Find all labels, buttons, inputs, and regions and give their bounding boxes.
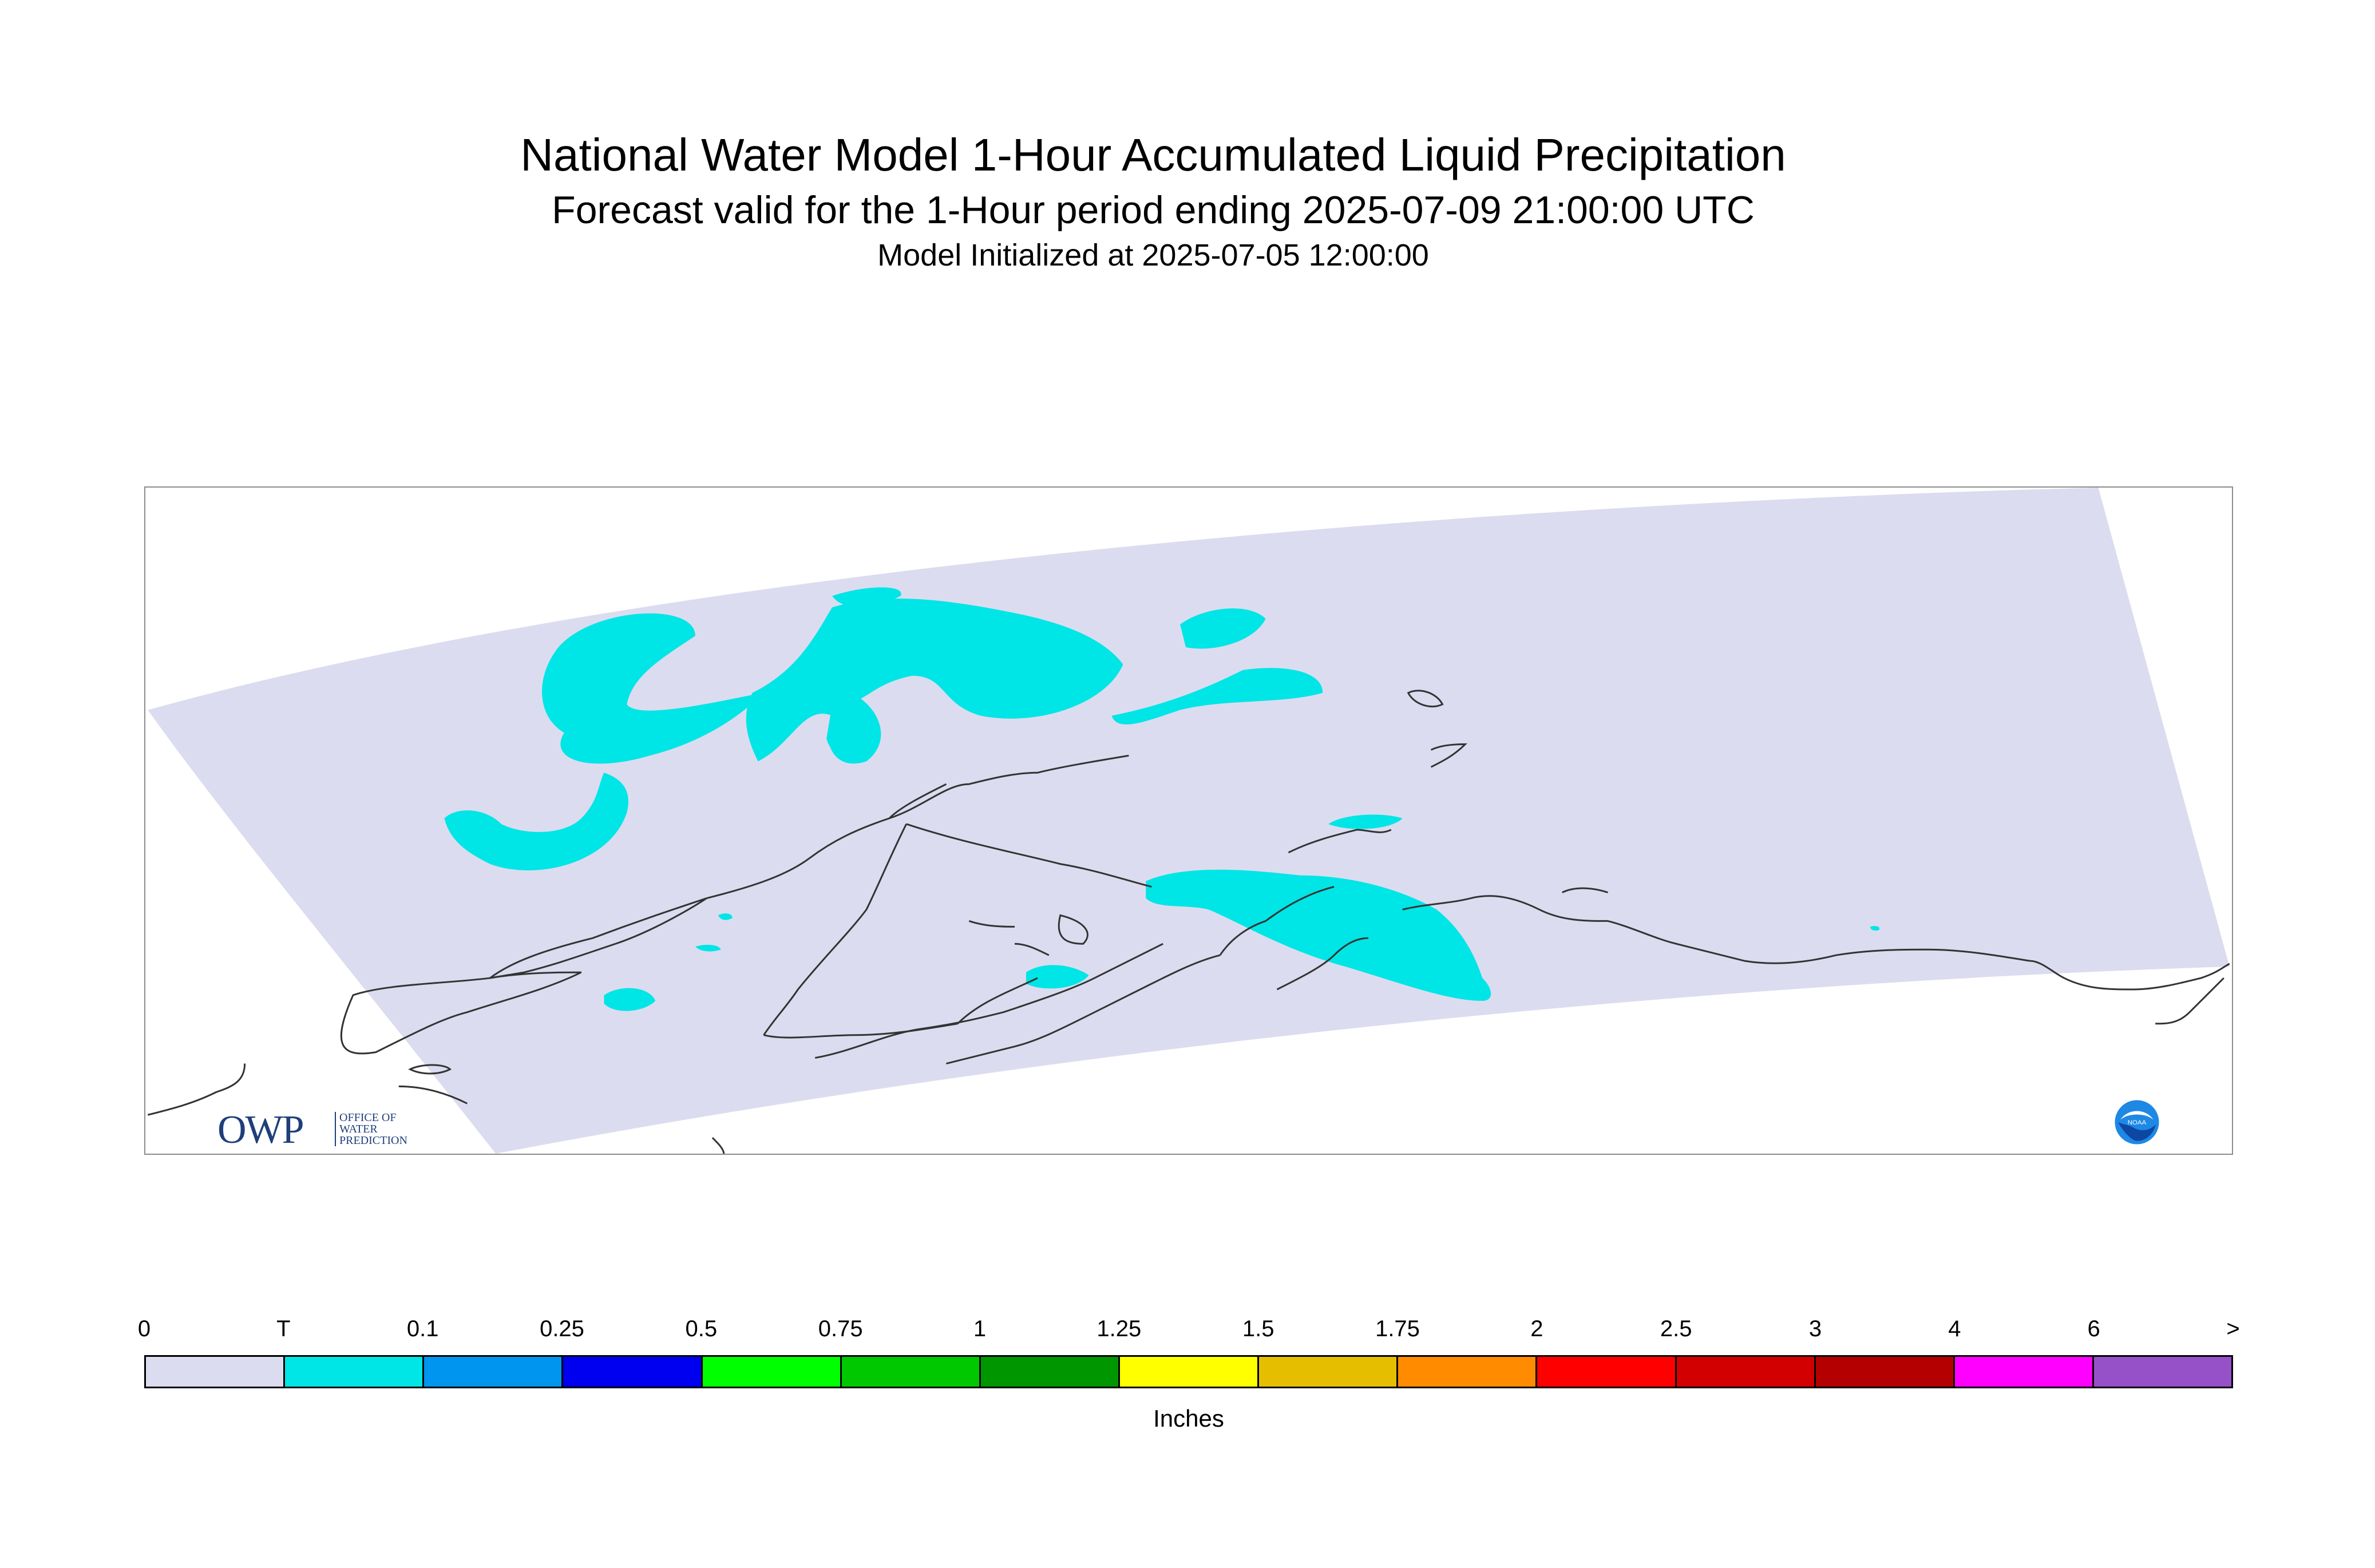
legend-color-swatch [980, 1357, 1120, 1387]
noaa-logo-text: NOAA [2128, 1119, 2147, 1126]
legend-color-swatch [285, 1357, 425, 1387]
legend-color-swatch [1259, 1357, 1399, 1387]
legend-tick-label: 2 [1530, 1316, 1543, 1341]
legend-color-swatch [1398, 1357, 1538, 1387]
legend-tick-label: 3 [1808, 1316, 1822, 1341]
legend-tick-label: 1.25 [1097, 1316, 1142, 1341]
legend-tick-label: 0.75 [818, 1316, 863, 1341]
owp-logo-text: OFFICE OF WATER PREDICTION [335, 1112, 419, 1146]
legend-color-swatch [2093, 1357, 2232, 1387]
map-subtitle: Forecast valid for the 1-Hour period end… [552, 188, 1755, 232]
legend-colorbar [144, 1355, 2233, 1388]
legend-tick-label: 1.5 [1242, 1316, 1274, 1341]
legend-color-swatch [702, 1357, 842, 1387]
map-panel [144, 486, 2233, 1155]
coastlines [147, 690, 2230, 1154]
legend-tick-label: 6 [2087, 1316, 2100, 1341]
legend-tick-label: 4 [1948, 1316, 1961, 1341]
legend-units: Inches [1153, 1405, 1224, 1432]
legend-tick-label: 0.1 [406, 1316, 439, 1341]
legend-tick-label: 1.75 [1375, 1316, 1420, 1341]
legend-color-swatch [563, 1357, 703, 1387]
legend-tick-label: 0.5 [685, 1316, 718, 1341]
legend: 0 T 0.1 0.25 0.5 0.75 1 1.25 1.5 1.75 2 2.5 3 4 6 > Inc… [138, 1316, 2240, 1432]
legend-tick-label: 0 [137, 1316, 151, 1341]
legend-color-swatch [1676, 1357, 1816, 1387]
owp-logo-letters: OWP [217, 1108, 304, 1152]
legend-tick-label: 1 [973, 1316, 987, 1341]
map-canvas [147, 488, 2230, 1154]
legend-color-swatch [1537, 1357, 1677, 1387]
map-title: National Water Model 1-Hour Accumulated … [520, 129, 1786, 180]
legend-color-swatch [1954, 1357, 2094, 1387]
legend-color-swatch [1815, 1357, 1955, 1387]
legend-color-swatch [1119, 1357, 1260, 1387]
model-domain-area [148, 488, 2230, 1154]
legend-tick-label: > [2226, 1316, 2240, 1341]
legend-tick-labels: 0 T 0.1 0.25 0.5 0.75 1 1.25 1.5 1.75 2 2.5 3 4 6 > [138, 1316, 2240, 1351]
owp-logo: OWP OFFICE OF WATER PREDICTION [217, 1107, 407, 1153]
legend-tick-label: T [276, 1316, 291, 1341]
noaa-logo: NOAA [2113, 1099, 2160, 1146]
legend-color-swatch [424, 1357, 564, 1387]
legend-tick-label: 2.5 [1660, 1316, 1692, 1341]
precip-areas [444, 587, 1880, 1011]
model-init-text: Model Initialized at 2025-07-05 12:00:00 [877, 238, 1429, 272]
legend-color-swatch [146, 1357, 286, 1387]
legend-tick-label: 0.25 [540, 1316, 584, 1341]
legend-color-swatch [841, 1357, 981, 1387]
